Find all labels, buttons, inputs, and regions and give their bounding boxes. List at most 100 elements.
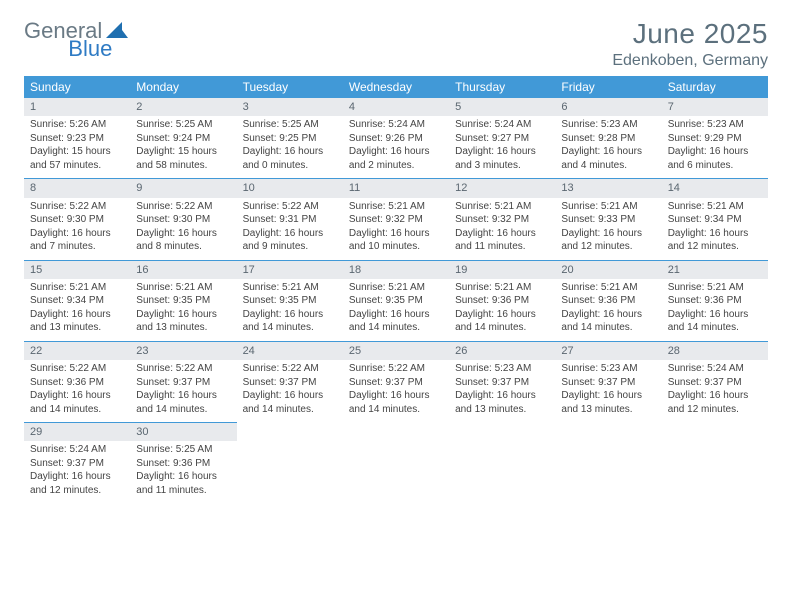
day-number: 30	[130, 423, 236, 441]
sunrise-line: Sunrise: 5:21 AM	[455, 200, 549, 214]
day-number: 9	[130, 179, 236, 197]
sunrise-line: Sunrise: 5:23 AM	[455, 362, 549, 376]
day-details: Sunrise: 5:21 AMSunset: 9:36 PMDaylight:…	[555, 279, 661, 335]
sunset-line: Sunset: 9:36 PM	[668, 294, 762, 308]
calendar-cell: 13Sunrise: 5:21 AMSunset: 9:33 PMDayligh…	[555, 179, 661, 260]
sunset-line: Sunset: 9:35 PM	[243, 294, 337, 308]
sunset-line: Sunset: 9:23 PM	[30, 132, 124, 146]
sunset-line: Sunset: 9:27 PM	[455, 132, 549, 146]
calendar-cell: 23Sunrise: 5:22 AMSunset: 9:37 PMDayligh…	[130, 341, 236, 422]
sunrise-line: Sunrise: 5:21 AM	[349, 200, 443, 214]
day-number: 15	[24, 261, 130, 279]
day-number: 18	[343, 261, 449, 279]
sunrise-line: Sunrise: 5:24 AM	[455, 118, 549, 132]
day-number: 22	[24, 342, 130, 360]
sunset-line: Sunset: 9:37 PM	[561, 376, 655, 390]
day-number: 21	[662, 261, 768, 279]
logo: General Blue	[24, 18, 174, 44]
daylight-line: Daylight: 16 hours and 11 minutes.	[136, 470, 230, 497]
day-number: 14	[662, 179, 768, 197]
sunset-line: Sunset: 9:36 PM	[136, 457, 230, 471]
weekday-header: Sunday	[24, 76, 130, 98]
day-number: 12	[449, 179, 555, 197]
sunrise-line: Sunrise: 5:25 AM	[136, 443, 230, 457]
calendar-cell: 1Sunrise: 5:26 AMSunset: 9:23 PMDaylight…	[24, 98, 130, 179]
day-details: Sunrise: 5:24 AMSunset: 9:26 PMDaylight:…	[343, 116, 449, 172]
day-details: Sunrise: 5:21 AMSunset: 9:36 PMDaylight:…	[449, 279, 555, 335]
daylight-line: Daylight: 16 hours and 12 minutes.	[668, 389, 762, 416]
calendar-week-row: 22Sunrise: 5:22 AMSunset: 9:36 PMDayligh…	[24, 341, 768, 422]
calendar-cell: 24Sunrise: 5:22 AMSunset: 9:37 PMDayligh…	[237, 341, 343, 422]
sunset-line: Sunset: 9:35 PM	[349, 294, 443, 308]
day-number: 8	[24, 179, 130, 197]
sunset-line: Sunset: 9:29 PM	[668, 132, 762, 146]
sunrise-line: Sunrise: 5:25 AM	[243, 118, 337, 132]
sunrise-line: Sunrise: 5:22 AM	[136, 200, 230, 214]
daylight-line: Daylight: 16 hours and 14 minutes.	[455, 308, 549, 335]
calendar-cell: 3Sunrise: 5:25 AMSunset: 9:25 PMDaylight…	[237, 98, 343, 179]
calendar-cell: 7Sunrise: 5:23 AMSunset: 9:29 PMDaylight…	[662, 98, 768, 179]
calendar-cell: 28Sunrise: 5:24 AMSunset: 9:37 PMDayligh…	[662, 341, 768, 422]
weekday-header: Tuesday	[237, 76, 343, 98]
sunset-line: Sunset: 9:37 PM	[136, 376, 230, 390]
sunrise-line: Sunrise: 5:26 AM	[30, 118, 124, 132]
daylight-line: Daylight: 16 hours and 14 minutes.	[349, 308, 443, 335]
day-details: Sunrise: 5:24 AMSunset: 9:27 PMDaylight:…	[449, 116, 555, 172]
daylight-line: Daylight: 16 hours and 0 minutes.	[243, 145, 337, 172]
calendar-cell: 15Sunrise: 5:21 AMSunset: 9:34 PMDayligh…	[24, 260, 130, 341]
day-number: 11	[343, 179, 449, 197]
calendar-cell: 11Sunrise: 5:21 AMSunset: 9:32 PMDayligh…	[343, 179, 449, 260]
calendar-cell: 5Sunrise: 5:24 AMSunset: 9:27 PMDaylight…	[449, 98, 555, 179]
weekday-header: Monday	[130, 76, 236, 98]
daylight-line: Daylight: 15 hours and 58 minutes.	[136, 145, 230, 172]
calendar-cell: 12Sunrise: 5:21 AMSunset: 9:32 PMDayligh…	[449, 179, 555, 260]
sunset-line: Sunset: 9:34 PM	[30, 294, 124, 308]
day-details: Sunrise: 5:23 AMSunset: 9:37 PMDaylight:…	[555, 360, 661, 416]
sunset-line: Sunset: 9:36 PM	[455, 294, 549, 308]
calendar-cell: 14Sunrise: 5:21 AMSunset: 9:34 PMDayligh…	[662, 179, 768, 260]
daylight-line: Daylight: 16 hours and 2 minutes.	[349, 145, 443, 172]
sunrise-line: Sunrise: 5:21 AM	[561, 200, 655, 214]
calendar-cell: 22Sunrise: 5:22 AMSunset: 9:36 PMDayligh…	[24, 341, 130, 422]
sunset-line: Sunset: 9:33 PM	[561, 213, 655, 227]
day-details: Sunrise: 5:24 AMSunset: 9:37 PMDaylight:…	[24, 441, 130, 497]
calendar-cell: 21Sunrise: 5:21 AMSunset: 9:36 PMDayligh…	[662, 260, 768, 341]
day-number: 6	[555, 98, 661, 116]
daylight-line: Daylight: 16 hours and 4 minutes.	[561, 145, 655, 172]
calendar-cell: 25Sunrise: 5:22 AMSunset: 9:37 PMDayligh…	[343, 341, 449, 422]
daylight-line: Daylight: 16 hours and 14 minutes.	[349, 389, 443, 416]
sunset-line: Sunset: 9:34 PM	[668, 213, 762, 227]
daylight-line: Daylight: 16 hours and 14 minutes.	[243, 389, 337, 416]
sunset-line: Sunset: 9:25 PM	[243, 132, 337, 146]
sunrise-line: Sunrise: 5:21 AM	[668, 200, 762, 214]
day-details: Sunrise: 5:21 AMSunset: 9:33 PMDaylight:…	[555, 198, 661, 254]
day-number: 10	[237, 179, 343, 197]
daylight-line: Daylight: 16 hours and 13 minutes.	[561, 389, 655, 416]
day-details: Sunrise: 5:22 AMSunset: 9:30 PMDaylight:…	[130, 198, 236, 254]
calendar-cell: 27Sunrise: 5:23 AMSunset: 9:37 PMDayligh…	[555, 341, 661, 422]
sunrise-line: Sunrise: 5:22 AM	[136, 362, 230, 376]
day-details: Sunrise: 5:22 AMSunset: 9:31 PMDaylight:…	[237, 198, 343, 254]
sunset-line: Sunset: 9:28 PM	[561, 132, 655, 146]
calendar-cell: 30 Sunrise: 5:25 AMSunset: 9:36 PMDayligh…	[130, 423, 236, 504]
day-details: Sunrise: 5:21 AMSunset: 9:36 PMDaylight:…	[662, 279, 768, 335]
logo-text-blue: Blue	[68, 36, 112, 62]
day-details: Sunrise: 5:21 AMSunset: 9:32 PMDaylight:…	[449, 198, 555, 254]
sunrise-line: Sunrise: 5:21 AM	[30, 281, 124, 295]
daylight-line: Daylight: 16 hours and 14 minutes.	[668, 308, 762, 335]
weekday-header: Wednesday	[343, 76, 449, 98]
day-details: Sunrise: 5:23 AMSunset: 9:37 PMDaylight:…	[449, 360, 555, 416]
day-details: Sunrise: 5:21 AMSunset: 9:35 PMDaylight:…	[343, 279, 449, 335]
weekday-header: Thursday	[449, 76, 555, 98]
day-details: Sunrise: 5:25 AMSunset: 9:25 PMDaylight:…	[237, 116, 343, 172]
calendar-cell	[555, 423, 661, 504]
sunset-line: Sunset: 9:35 PM	[136, 294, 230, 308]
sunset-line: Sunset: 9:37 PM	[30, 457, 124, 471]
calendar-cell: 19Sunrise: 5:21 AMSunset: 9:36 PMDayligh…	[449, 260, 555, 341]
day-number: 7	[662, 98, 768, 116]
month-title: June 2025	[612, 18, 768, 50]
day-details: Sunrise: 5:21 AMSunset: 9:34 PMDaylight:…	[662, 198, 768, 254]
calendar-cell: 8Sunrise: 5:22 AMSunset: 9:30 PMDaylight…	[24, 179, 130, 260]
sunrise-line: Sunrise: 5:22 AM	[243, 200, 337, 214]
day-number: 4	[343, 98, 449, 116]
